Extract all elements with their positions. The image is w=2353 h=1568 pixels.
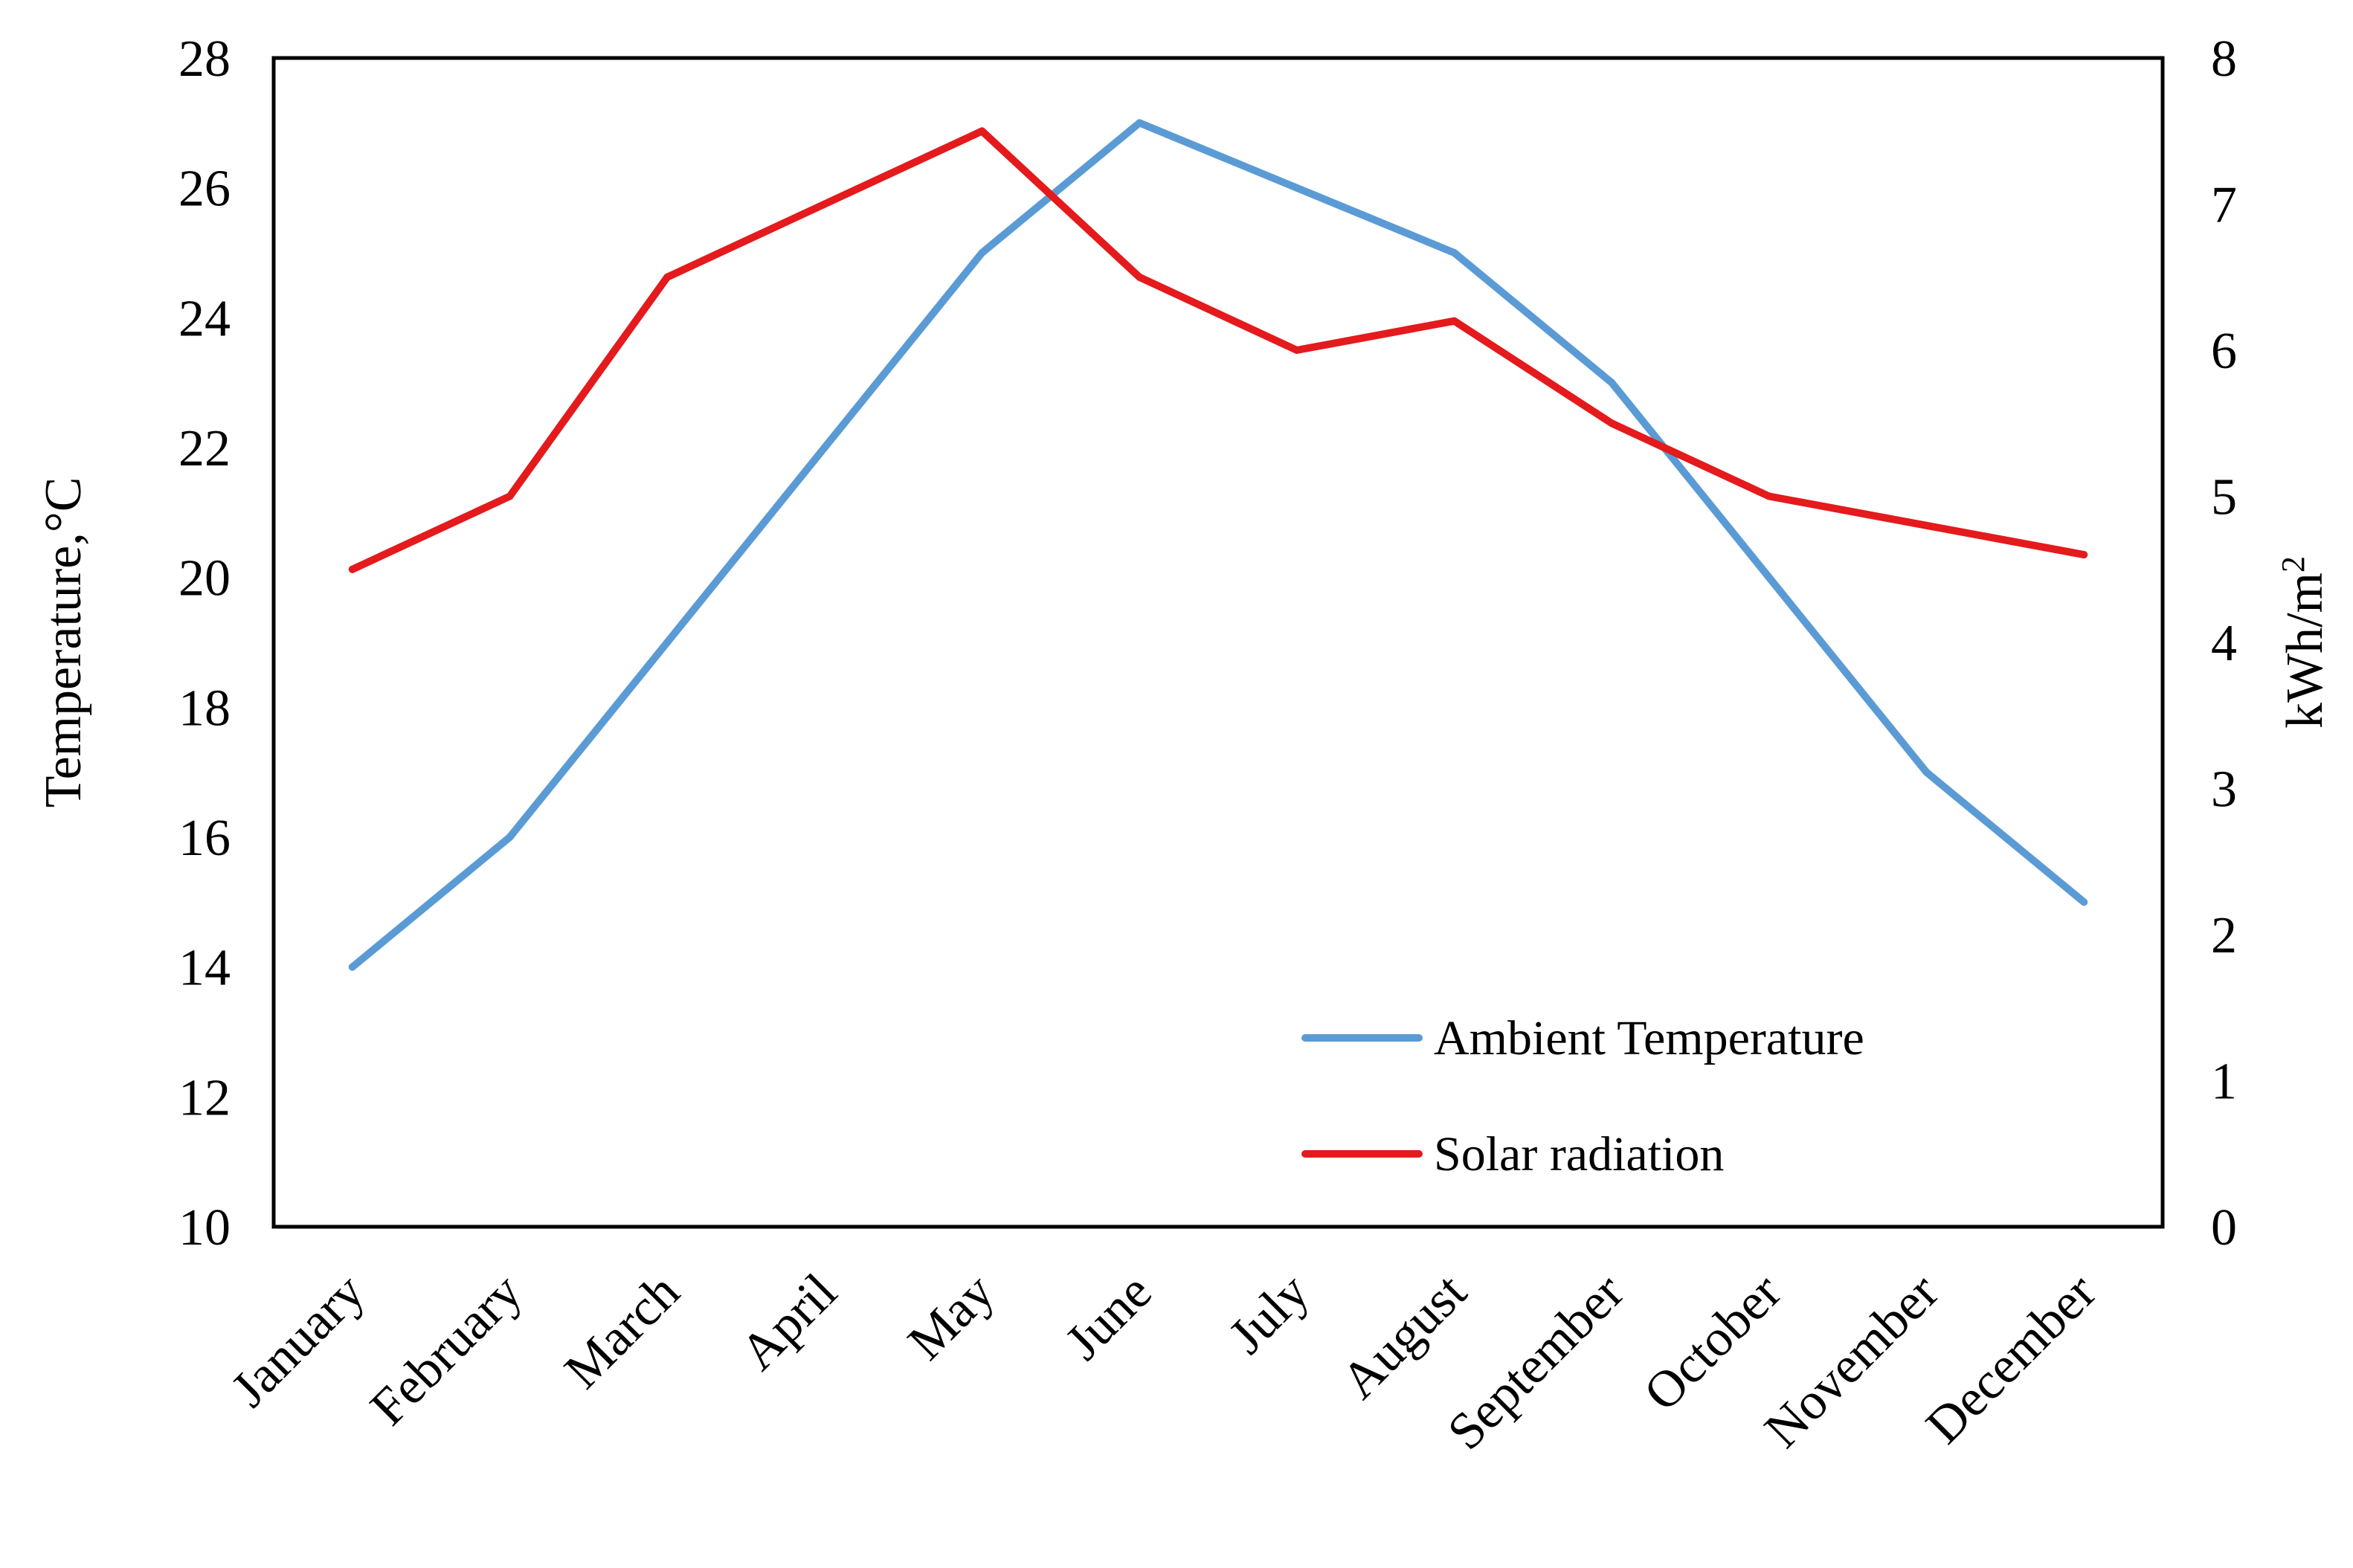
y2-tick-label: 5	[2211, 469, 2237, 526]
data-point-solar-radiation	[1450, 317, 1458, 325]
data-point-ambient-temperature	[1450, 249, 1458, 257]
legend-label-ambient-temperature: Ambient Temperature	[1434, 1011, 1864, 1065]
y2-tick-label: 1	[2211, 1054, 2237, 1111]
y-tick-label: 24	[178, 290, 231, 347]
data-point-ambient-temperature	[2080, 898, 2088, 906]
x-tick-label: December	[1916, 1263, 2108, 1455]
data-point-ambient-temperature	[506, 833, 514, 841]
left-axis-ticks: 10 12 14 16 18 20 22 24 26 28	[178, 30, 231, 1256]
data-point-solar-radiation	[1608, 419, 1616, 428]
x-tick-label: January	[221, 1263, 376, 1418]
y-tick-label: 16	[178, 810, 231, 867]
data-point-solar-radiation	[506, 492, 514, 500]
data-point-ambient-temperature	[348, 963, 356, 971]
series-line-ambient-temperature	[348, 119, 2088, 971]
y-axis-title: Temperature,°C	[35, 477, 92, 808]
data-point-solar-radiation	[978, 127, 986, 135]
y2-tick-label: 4	[2211, 615, 2237, 672]
data-point-solar-radiation	[348, 565, 356, 573]
y2-tick-label: 6	[2211, 323, 2237, 380]
y2-tick-label: 2	[2211, 907, 2237, 964]
data-point-ambient-temperature	[1136, 119, 1144, 127]
y-tick-label: 22	[178, 420, 231, 477]
y2-tick-label: 0	[2211, 1199, 2237, 1256]
x-tick-label: June	[1055, 1263, 1162, 1371]
data-point-solar-radiation	[1136, 273, 1144, 281]
data-point-solar-radiation	[820, 200, 828, 208]
x-tick-label: August	[1330, 1262, 1478, 1410]
y-tick-label: 28	[178, 30, 231, 88]
data-point-ambient-temperature	[1293, 184, 1301, 192]
x-tick-label: July	[1218, 1263, 1320, 1365]
x-tick-label: October	[1633, 1263, 1792, 1422]
x-tick-label: May	[898, 1263, 1005, 1371]
data-point-ambient-temperature	[978, 249, 986, 257]
y2-tick-label: 3	[2211, 761, 2237, 819]
y-tick-label: 18	[178, 680, 231, 737]
y2-tick-label: 8	[2211, 30, 2237, 88]
data-point-ambient-temperature	[1922, 768, 1931, 776]
data-point-solar-radiation	[1922, 521, 1931, 529]
y-tick-label: 20	[178, 550, 231, 607]
plot-frame	[271, 56, 2165, 1229]
series-line-solar-radiation	[348, 127, 2088, 573]
x-tick-label: November	[1754, 1263, 1949, 1459]
y-tick-label: 14	[178, 940, 231, 997]
y2-axis-title: kWh/m2	[2275, 556, 2334, 729]
data-point-solar-radiation	[1765, 492, 1773, 500]
data-point-solar-radiation	[2080, 551, 2088, 559]
series-layer	[348, 119, 2088, 971]
data-point-ambient-temperature	[820, 444, 828, 451]
data-point-solar-radiation	[663, 273, 672, 281]
x-tick-label: April	[730, 1263, 848, 1381]
data-point-solar-radiation	[1293, 346, 1301, 354]
y-tick-label: 12	[178, 1069, 231, 1126]
data-point-ambient-temperature	[663, 639, 672, 646]
right-axis-ticks: 0 1 2 3 4 5 6 7 8	[2211, 30, 2237, 1256]
x-tick-label: February	[360, 1263, 533, 1436]
legend-label-solar-radiation: Solar radiation	[1434, 1127, 1724, 1181]
data-point-ambient-temperature	[1765, 573, 1773, 581]
y-tick-label: 26	[178, 161, 231, 218]
y-tick-label: 10	[178, 1199, 231, 1256]
data-point-ambient-temperature	[1608, 378, 1616, 387]
legend: Ambient Temperature Solar radiation	[1301, 1011, 1864, 1181]
x-tick-label: March	[554, 1263, 691, 1400]
y2-tick-label: 7	[2211, 177, 2237, 234]
